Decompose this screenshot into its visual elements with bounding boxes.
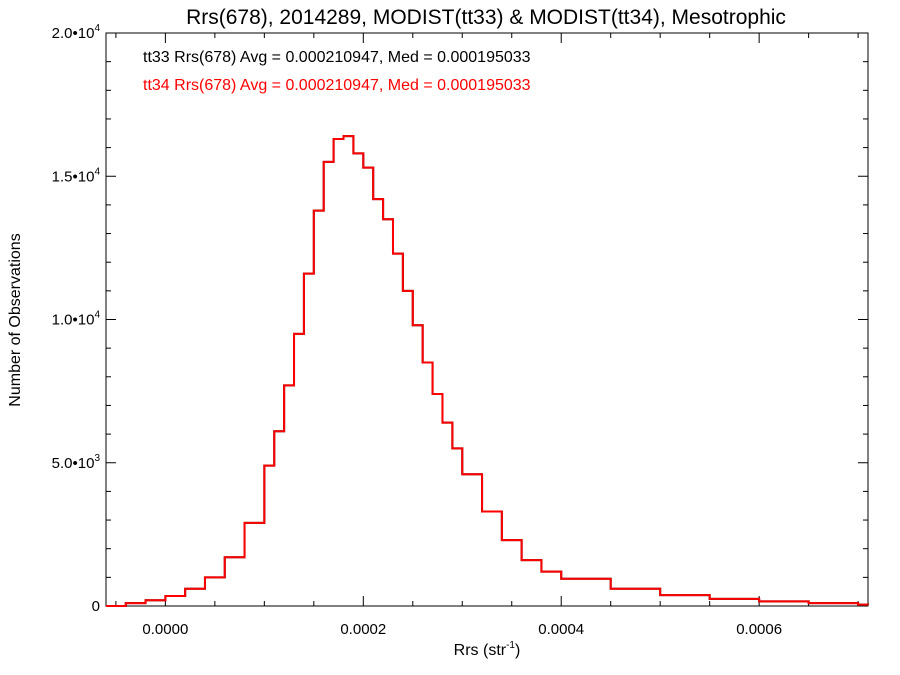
plot-border (105, 32, 869, 607)
x-axis-label: Rrs (str-1) (454, 640, 521, 659)
plot-area (105, 32, 869, 607)
legend-entry: tt33 Rrs(678) Avg = 0.000210947, Med = 0… (143, 49, 531, 66)
legend-entry: tt34 Rrs(678) Avg = 0.000210947, Med = 0… (143, 77, 531, 94)
tick-marks (106, 32, 868, 607)
y-tick-label: 1.5•104 (52, 166, 101, 185)
y-tick-label: 5.0•103 (52, 453, 101, 472)
x-tick-label: 0.0006 (736, 621, 782, 638)
y-tick-label: 0 (92, 598, 100, 615)
series-line-tt33 (106, 135, 869, 607)
chart-title: Rrs(678), 2014289, MODIST(tt33) & MODIST… (186, 6, 786, 29)
x-tick-label: 0.0002 (340, 621, 386, 638)
legend: tt33 Rrs(678) Avg = 0.000210947, Med = 0… (143, 49, 531, 94)
x-tick-label: 0.0000 (142, 621, 188, 638)
series-line-tt34 (106, 135, 869, 607)
series-layer (106, 135, 869, 607)
y-axis-label: Number of Observations (7, 233, 24, 406)
y-tick-labels: 0 5.0•103 1.0•104 1.5•104 2.0•104 (52, 23, 101, 615)
x-tick-label: 0.0004 (538, 621, 584, 638)
x-tick-labels: 0.0000 0.0002 0.0004 0.0006 (142, 621, 782, 638)
y-tick-label: 1.0•104 (52, 310, 101, 329)
y-tick-label: 2.0•104 (52, 23, 101, 42)
